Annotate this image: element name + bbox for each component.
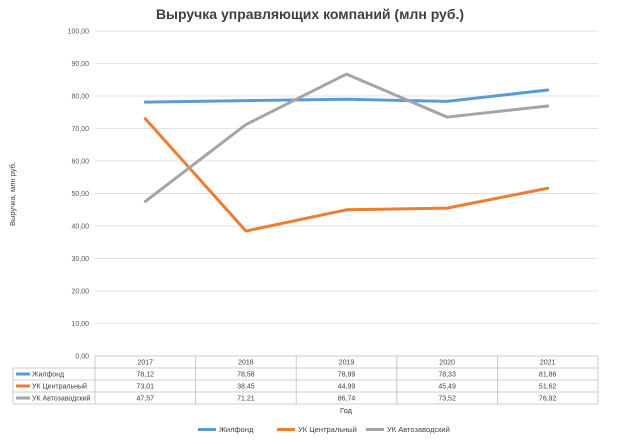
legend: Жилфонд УК Центральный УК Автозаводский [198, 425, 450, 434]
data-point [144, 200, 147, 203]
y-axis-title: Выручка, млн руб. [8, 162, 17, 226]
legend-label: УК Автозаводский [387, 425, 450, 434]
data-label: 81,86 [539, 372, 557, 379]
y-tick-label: 90,00 [71, 61, 89, 68]
x-axis-title: Год [340, 406, 353, 415]
data-label: 44,99 [338, 384, 356, 391]
data-point [244, 123, 248, 126]
data-point [445, 115, 449, 119]
data-point [345, 98, 348, 101]
data-table: 2017 2018 2019 2020 2021 Жилфонд 78,12 78,58 78,… [12, 355, 599, 405]
table-series-name: Жилфонд [32, 372, 64, 379]
table-series-name: УК Автозаводский [32, 395, 91, 403]
x-tick-label: 2018 [238, 360, 254, 367]
data-label: 78,12 [137, 372, 155, 379]
chart-title: Выручка управляющих компаний (млн руб.) [156, 6, 464, 22]
data-label: 51,62 [539, 384, 557, 391]
x-tick-label: 2020 [439, 360, 455, 367]
y-tick-label: 20,00 [71, 289, 89, 296]
data-point [345, 72, 348, 76]
data-point [546, 104, 549, 108]
x-tick-label: 2021 [540, 360, 556, 367]
y-tick-label: 50,00 [71, 191, 89, 198]
data-point [144, 117, 147, 120]
table-series-name: УК Центральный [32, 383, 87, 391]
data-label: 78,58 [237, 372, 255, 379]
y-axis-ticks: 0,00 10,00 20,00 30,00 40,00 50,00 60,00 70,00 8… [68, 29, 90, 361]
y-tick-label: 100,00 [68, 29, 90, 36]
data-label: 45,49 [438, 384, 456, 391]
y-tick-label: 80,00 [71, 94, 89, 101]
data-label: 38,45 [237, 384, 255, 391]
legend-label: Жилфонд [219, 425, 254, 434]
series-line-2 [143, 117, 550, 233]
series-lines [143, 72, 550, 233]
data-point [345, 208, 348, 211]
data-label: 47,57 [137, 396, 155, 403]
y-tick-label: 10,00 [71, 321, 89, 328]
data-point [546, 187, 549, 190]
data-point [244, 229, 248, 233]
data-point [144, 100, 147, 104]
data-point [546, 88, 549, 92]
data-point [445, 100, 449, 103]
data-label: 71,21 [237, 396, 255, 403]
data-label: 73,01 [137, 384, 155, 391]
data-point [244, 99, 248, 102]
series-line-3 [143, 72, 550, 203]
data-point [445, 206, 449, 210]
x-tick-label: 2017 [138, 360, 154, 367]
data-label: 76,92 [539, 396, 557, 403]
data-label: 73,52 [438, 396, 456, 403]
y-tick-label: 0,00 [75, 354, 89, 361]
data-label: 86,74 [338, 396, 356, 403]
y-tick-label: 40,00 [71, 224, 89, 231]
data-label: 78,33 [438, 372, 456, 379]
legend-label: УК Центральный [298, 425, 357, 434]
gridlines [95, 30, 598, 357]
y-tick-label: 60,00 [71, 159, 89, 166]
x-tick-label: 2019 [339, 360, 355, 367]
data-label: 78,99 [338, 372, 356, 379]
y-tick-label: 70,00 [71, 126, 89, 133]
y-tick-label: 30,00 [71, 256, 89, 263]
